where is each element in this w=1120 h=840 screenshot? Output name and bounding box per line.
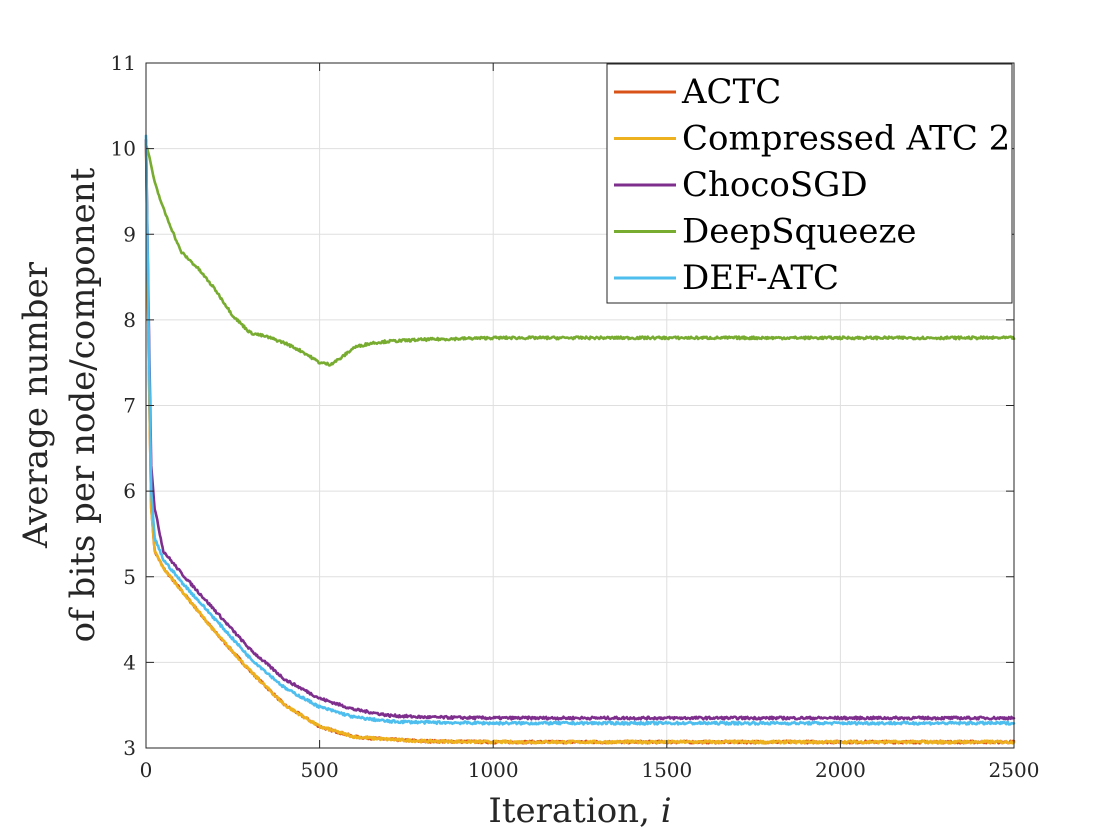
x-axis-title-text: Iteration,	[488, 791, 660, 831]
y-tick-label: 6	[123, 479, 136, 503]
legend-label: Compressed ATC 2	[682, 119, 1010, 159]
y-tick-label: 3	[123, 736, 136, 760]
y-tick-label: 4	[123, 650, 136, 674]
x-tick-label: 1500	[641, 758, 692, 782]
y-axis-title: Average number of bits per node/component	[16, 167, 103, 642]
x-axis-variable: i	[661, 791, 672, 831]
y-tick-label: 11	[111, 51, 136, 75]
legend-label: DEF-ATC	[682, 258, 839, 298]
x-tick-label: 2500	[989, 758, 1040, 782]
y-axis-title-line-1: Average number	[16, 261, 56, 549]
legend-label: ACTC	[681, 72, 781, 112]
series-line-deepsqueeze	[144, 143, 1016, 367]
y-tick-label: 8	[123, 308, 136, 332]
y-tick-label: 9	[123, 222, 136, 246]
x-tick-label: 500	[301, 758, 339, 782]
legend: ACTC Compressed ATC 2 ChocoSGD DeepSqueeze D…	[606, 63, 1013, 304]
series-lines	[144, 134, 1016, 745]
y-tick-label: 10	[111, 137, 136, 161]
y-tick-label: 5	[123, 565, 136, 589]
series-line-def-atc	[144, 134, 1016, 726]
y-axis-title-line-2: of bits per node/component	[63, 167, 103, 642]
x-tick-label: 2000	[815, 758, 866, 782]
axis-ticks: 0 500 1000 1500 2000 2500 3 4 5 6 7 8 9 10 11	[111, 51, 1040, 782]
x-tick-label: 1000	[468, 758, 519, 782]
legend-label: ChocoSGD	[682, 165, 868, 205]
x-axis-title: Iteration, i	[488, 791, 671, 831]
series-line-chocosgd	[144, 138, 1016, 721]
y-tick-label: 7	[123, 394, 136, 418]
legend-label: DeepSqueeze	[682, 212, 917, 252]
x-tick-label: 0	[140, 758, 153, 782]
series-line-compressed-atc-2	[144, 138, 1016, 745]
